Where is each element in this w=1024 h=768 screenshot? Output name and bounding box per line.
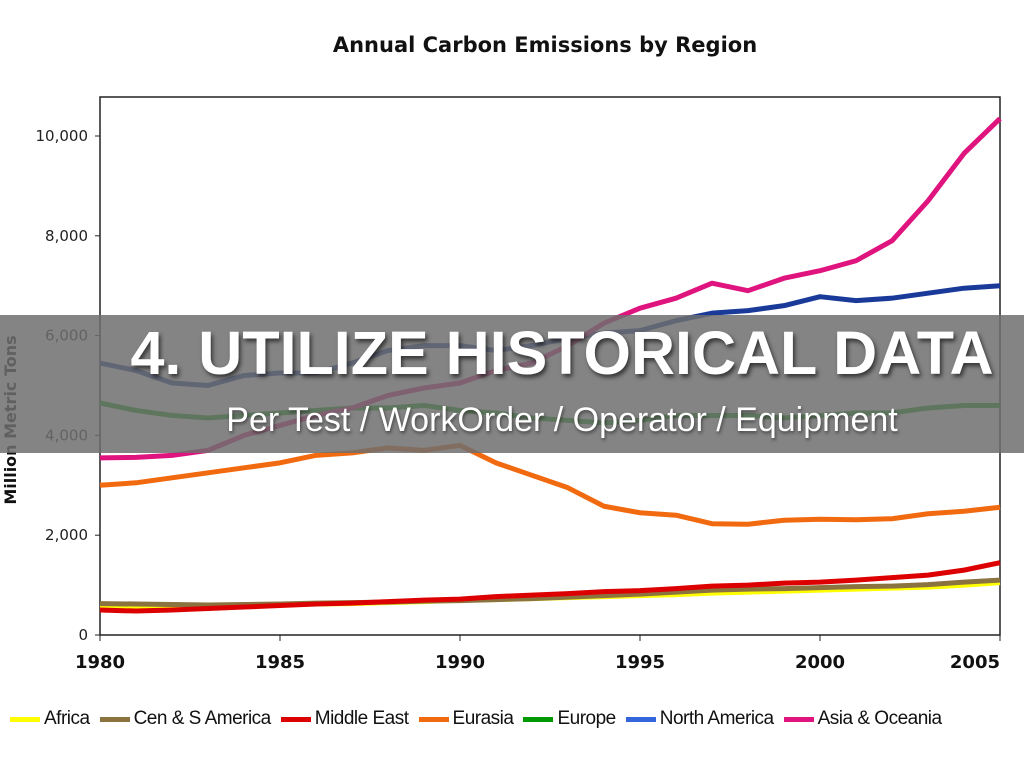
legend-label: Europe (557, 708, 616, 729)
legend-item: Europe (523, 708, 616, 730)
legend-swatch (418, 716, 449, 722)
legend-label: Eurasia (452, 708, 514, 729)
legend-item: Cen & S America (99, 708, 272, 730)
legend-label: Asia & Oceania (817, 708, 942, 729)
banner-subtitle: Per Test / WorkOrder / Operator / Equipm… (226, 401, 898, 439)
legend-label: North America (659, 708, 774, 729)
x-tick-label: 2005 (950, 652, 1000, 673)
legend-swatch (783, 716, 814, 722)
series-line-eurasia (99, 442, 1001, 527)
x-tick-label: 1985 (255, 652, 305, 673)
legend-label: Middle East (314, 708, 409, 729)
legend-item: North America (625, 708, 774, 730)
legend-item: Asia & Oceania (783, 708, 942, 730)
legend-label: Africa (44, 708, 90, 729)
overlay-banner (0, 315, 1024, 453)
legend-item: Africa (10, 708, 90, 730)
y-tick-label: 10,000 (36, 127, 89, 145)
legend-label: Cen & S America (133, 708, 272, 729)
y-tick-label: 8,000 (45, 227, 88, 245)
legend-item: Eurasia (418, 708, 514, 730)
legend-item: Middle East (280, 708, 409, 730)
legend-swatch (99, 716, 130, 722)
legend-swatch (523, 716, 554, 722)
x-tick-label: 1995 (615, 652, 665, 673)
banner-title: 4. UTILIZE HISTORICAL DATA (130, 319, 994, 387)
y-tick-label: 0 (78, 626, 88, 644)
legend-swatch (10, 716, 40, 722)
x-tick-label: 1990 (435, 652, 485, 673)
y-tick-label: 2,000 (45, 526, 88, 544)
legend-swatch (280, 716, 311, 722)
chart-title: Annual Carbon Emissions by Region (333, 33, 757, 57)
series-line-middle-east (99, 560, 1001, 614)
x-tick-label: 2000 (795, 652, 845, 673)
chart-legend: Africa Cen & S America Middle East Eurasia E… (10, 708, 942, 730)
legend-swatch (625, 716, 656, 722)
x-tick-label: 1980 (75, 652, 125, 673)
